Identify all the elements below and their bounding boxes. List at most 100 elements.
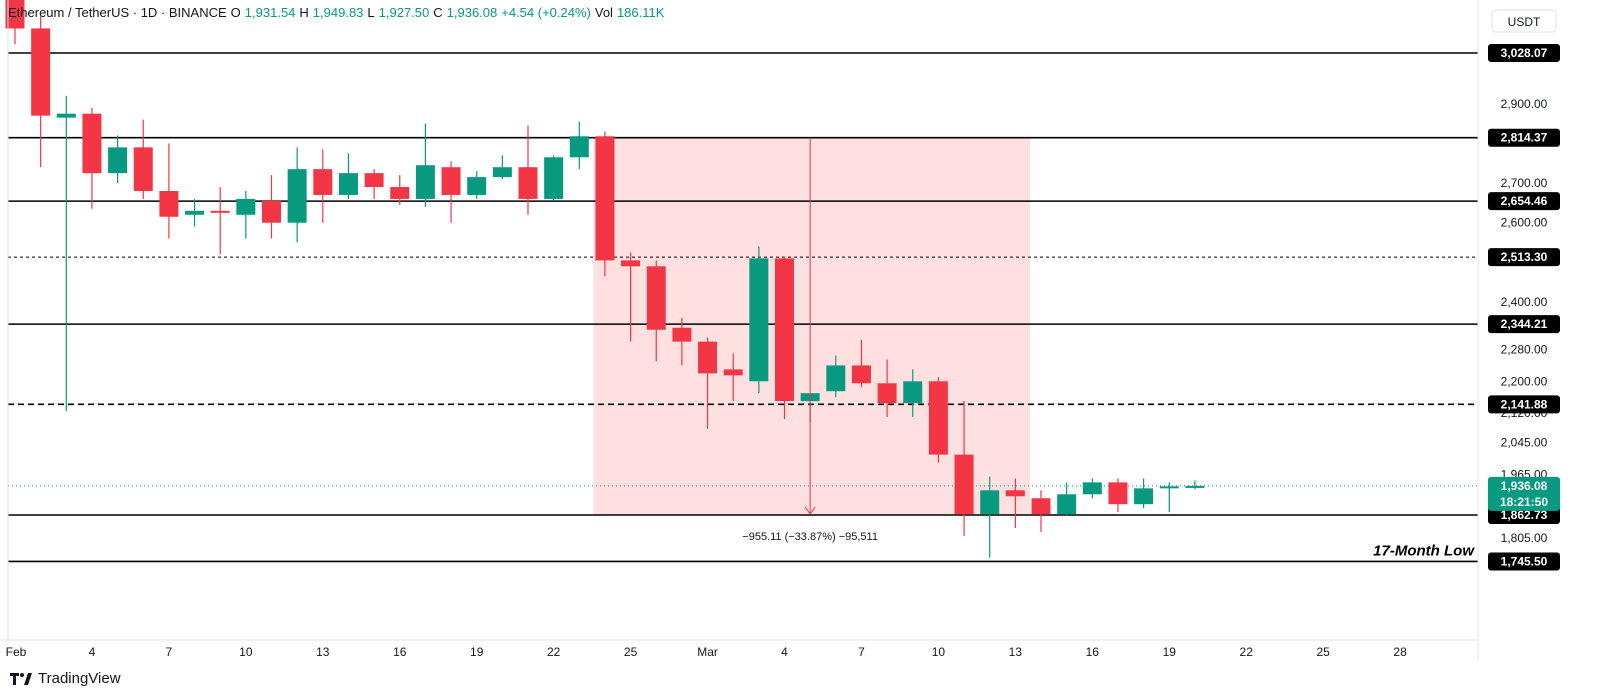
candle-body (441, 167, 461, 195)
candle-body (1159, 486, 1179, 489)
candle[interactable] (390, 175, 410, 205)
candle[interactable] (903, 369, 923, 417)
candle-body (313, 169, 333, 195)
candle[interactable] (236, 190, 256, 239)
candle[interactable] (1159, 482, 1179, 513)
candle-body (467, 177, 487, 195)
date-tick-label: 13 (316, 645, 330, 659)
candle-body (364, 173, 384, 188)
level-price-label: 2,141.88 (1501, 397, 1548, 411)
date-tick-label: 16 (393, 645, 407, 659)
candle[interactable] (775, 256, 794, 419)
candle[interactable] (313, 149, 333, 223)
candle-body (1185, 485, 1205, 488)
candle-body (82, 113, 102, 174)
candle[interactable] (364, 169, 384, 199)
level-price-label: 2,654.46 (1501, 194, 1548, 208)
candle-body (903, 381, 923, 404)
candle[interactable] (1108, 478, 1128, 513)
candle[interactable] (621, 252, 641, 342)
level-price-label: 1,862.73 (1501, 508, 1548, 522)
candle[interactable] (492, 155, 512, 180)
level-price-label: 2,814.37 (1501, 131, 1548, 145)
candle[interactable] (262, 175, 281, 239)
candle[interactable] (415, 123, 435, 207)
candle[interactable] (826, 355, 846, 398)
candle[interactable] (595, 131, 615, 277)
level-price-box (1488, 395, 1560, 414)
date-tick-label: 25 (1316, 645, 1330, 659)
candle-body (851, 365, 871, 384)
volume-label: Vol (594, 5, 613, 20)
candle-body (646, 266, 666, 330)
candle-body (1134, 488, 1154, 505)
candle-body (775, 258, 794, 402)
candle[interactable] (5, 0, 25, 45)
candle[interactable] (159, 143, 179, 239)
date-tick-label: 22 (1240, 645, 1254, 659)
price-tick-label: 2,700.00 (1501, 176, 1548, 190)
volume-value: 186.11K (616, 5, 665, 20)
date-tick-label: 10 (932, 645, 946, 659)
candle[interactable] (441, 161, 461, 223)
candle-body (338, 173, 358, 195)
candle[interactable] (1031, 490, 1051, 532)
candle-body (415, 165, 435, 199)
candle-body (185, 210, 205, 215)
candle[interactable] (646, 260, 666, 362)
candle[interactable] (544, 155, 564, 201)
candle[interactable] (467, 171, 487, 199)
candle-body (1082, 482, 1102, 495)
candle[interactable] (749, 246, 769, 394)
candle-body (698, 341, 718, 374)
candle[interactable] (1185, 480, 1205, 490)
candle[interactable] (287, 147, 307, 243)
candle-body (159, 190, 179, 217)
candle[interactable] (338, 153, 358, 199)
current-price-box (1488, 476, 1560, 511)
candle-body (723, 369, 743, 376)
candle[interactable] (1082, 478, 1102, 499)
candle[interactable] (698, 337, 718, 429)
level-price-box (1488, 192, 1560, 211)
symbol-header: Ethereum / TetherUS · 1D · BINANCE O 1,93… (8, 5, 664, 27)
date-tick-label: Feb (6, 645, 27, 659)
candle[interactable] (1134, 478, 1154, 509)
tradingview-logo[interactable]: TradingView (10, 670, 121, 687)
candle[interactable] (82, 107, 102, 209)
candle-body (569, 136, 589, 158)
candle[interactable] (928, 377, 948, 463)
candle[interactable] (185, 198, 205, 227)
candle-body (210, 210, 230, 213)
date-tick-label: 25 (624, 645, 638, 659)
candle[interactable] (56, 95, 76, 412)
date-tick-label: Mar (697, 645, 718, 659)
date-tick-label: 13 (1009, 645, 1023, 659)
symbol-name[interactable]: Ethereum / TetherUS · 1D · BINANCE (8, 5, 227, 20)
candle[interactable] (108, 135, 128, 184)
candle[interactable] (980, 476, 1000, 558)
candle[interactable] (877, 359, 897, 417)
level-price-label: 2,344.21 (1501, 317, 1548, 331)
candle[interactable] (210, 187, 230, 255)
candle[interactable] (851, 339, 871, 388)
price-tick-label: 2,200.00 (1501, 374, 1548, 388)
candle[interactable] (569, 121, 589, 170)
date-tick-label: 28 (1393, 645, 1407, 659)
candle-body (287, 169, 307, 223)
candle[interactable] (723, 353, 743, 402)
candle[interactable] (672, 317, 692, 366)
currency-button[interactable] (1491, 9, 1557, 33)
candle[interactable] (1057, 482, 1077, 516)
price-tick-label: 1,805.00 (1501, 531, 1548, 545)
close-value: 1,936.08 (446, 5, 498, 20)
candle[interactable] (133, 119, 153, 199)
candle[interactable] (518, 125, 538, 215)
open-value: 1,931.54 (244, 5, 296, 20)
candle[interactable] (1005, 478, 1025, 528)
candle-body (518, 167, 538, 199)
candle[interactable] (31, 16, 51, 168)
candle[interactable] (954, 401, 974, 536)
tradingview-icon (10, 672, 32, 685)
